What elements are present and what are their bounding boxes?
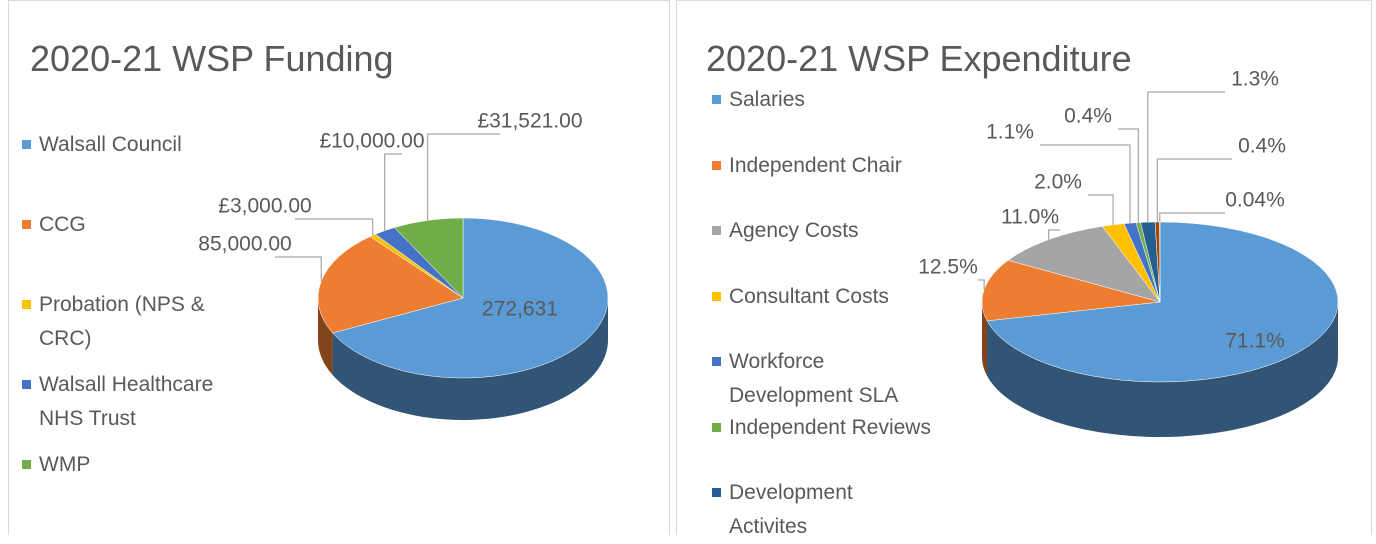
- legend-swatch: [712, 423, 721, 432]
- data-label: 0.4%: [1064, 105, 1112, 128]
- legend-label: Walsall Council: [39, 128, 182, 162]
- leader-line: [275, 257, 321, 281]
- data-label: 272,631: [482, 298, 558, 321]
- legend-item: Independent Reviews: [712, 411, 932, 445]
- chart-title: 2020-21 WSP Expenditure: [706, 38, 1132, 80]
- leader-line: [295, 219, 373, 235]
- legend-item: Probation (NPS & CRC): [22, 288, 257, 356]
- legend-label: Salaries: [729, 83, 805, 117]
- leader-line: [1088, 195, 1113, 225]
- leader-line: [1148, 92, 1225, 222]
- leader-line: [428, 134, 500, 220]
- leader-line: [1118, 129, 1138, 223]
- data-label: 1.1%: [986, 121, 1034, 144]
- legend-item: Agency Costs: [712, 214, 932, 248]
- data-label: £10,000.00: [319, 130, 424, 153]
- legend-label: Independent Reviews: [729, 411, 931, 445]
- legend-item: Walsall Healthcare NHS Trust: [22, 368, 257, 436]
- legend-label: Walsall Healthcare NHS Trust: [39, 368, 257, 436]
- legend-label: WMP: [39, 448, 90, 482]
- leader-line: [385, 154, 402, 231]
- legend-label: CCG: [39, 208, 86, 242]
- legend-swatch: [712, 488, 721, 497]
- legend-label: Agency Costs: [729, 214, 859, 248]
- legend-item: WMP: [22, 448, 257, 482]
- legend-swatch: [712, 357, 721, 366]
- legend-item: CCG: [22, 208, 257, 242]
- legend-swatch: [712, 161, 721, 170]
- legend-label: Consultant Costs: [729, 280, 889, 314]
- data-label: £31,521.00: [477, 110, 582, 133]
- data-label: 0.4%: [1238, 135, 1286, 158]
- legend-label: Probation (NPS & CRC): [39, 288, 257, 356]
- data-label: 0.04%: [1225, 189, 1285, 212]
- legend-swatch: [22, 300, 31, 309]
- leader-line: [978, 280, 984, 290]
- leader-line: [1160, 213, 1225, 222]
- legend-swatch: [22, 380, 31, 389]
- legend-swatch: [22, 140, 31, 149]
- legend-swatch: [712, 95, 721, 104]
- data-label: 71.1%: [1225, 330, 1285, 353]
- chart-title: 2020-21 WSP Funding: [30, 38, 394, 80]
- legend-item: Salaries: [712, 83, 932, 117]
- data-label: 2.0%: [1034, 171, 1082, 194]
- data-label: 1.3%: [1231, 68, 1279, 91]
- legend-swatch: [712, 226, 721, 235]
- legend-label: Independent Chair: [729, 149, 902, 183]
- legend-item: Walsall Council: [22, 128, 257, 162]
- legend-item: Consultant Costs: [712, 280, 932, 314]
- legend-swatch: [712, 292, 721, 301]
- legend-swatch: [22, 460, 31, 469]
- legend-item: Independent Chair: [712, 149, 932, 183]
- legend-label: Workforce Development SLA: [729, 345, 932, 413]
- legend-item: Development Activites: [712, 476, 932, 544]
- legend-item: Workforce Development SLA: [712, 345, 932, 413]
- data-label: 11.0%: [1001, 206, 1059, 229]
- data-label: 12.5%: [918, 256, 978, 279]
- legend-label: Development Activites: [729, 476, 932, 544]
- legend-swatch: [22, 220, 31, 229]
